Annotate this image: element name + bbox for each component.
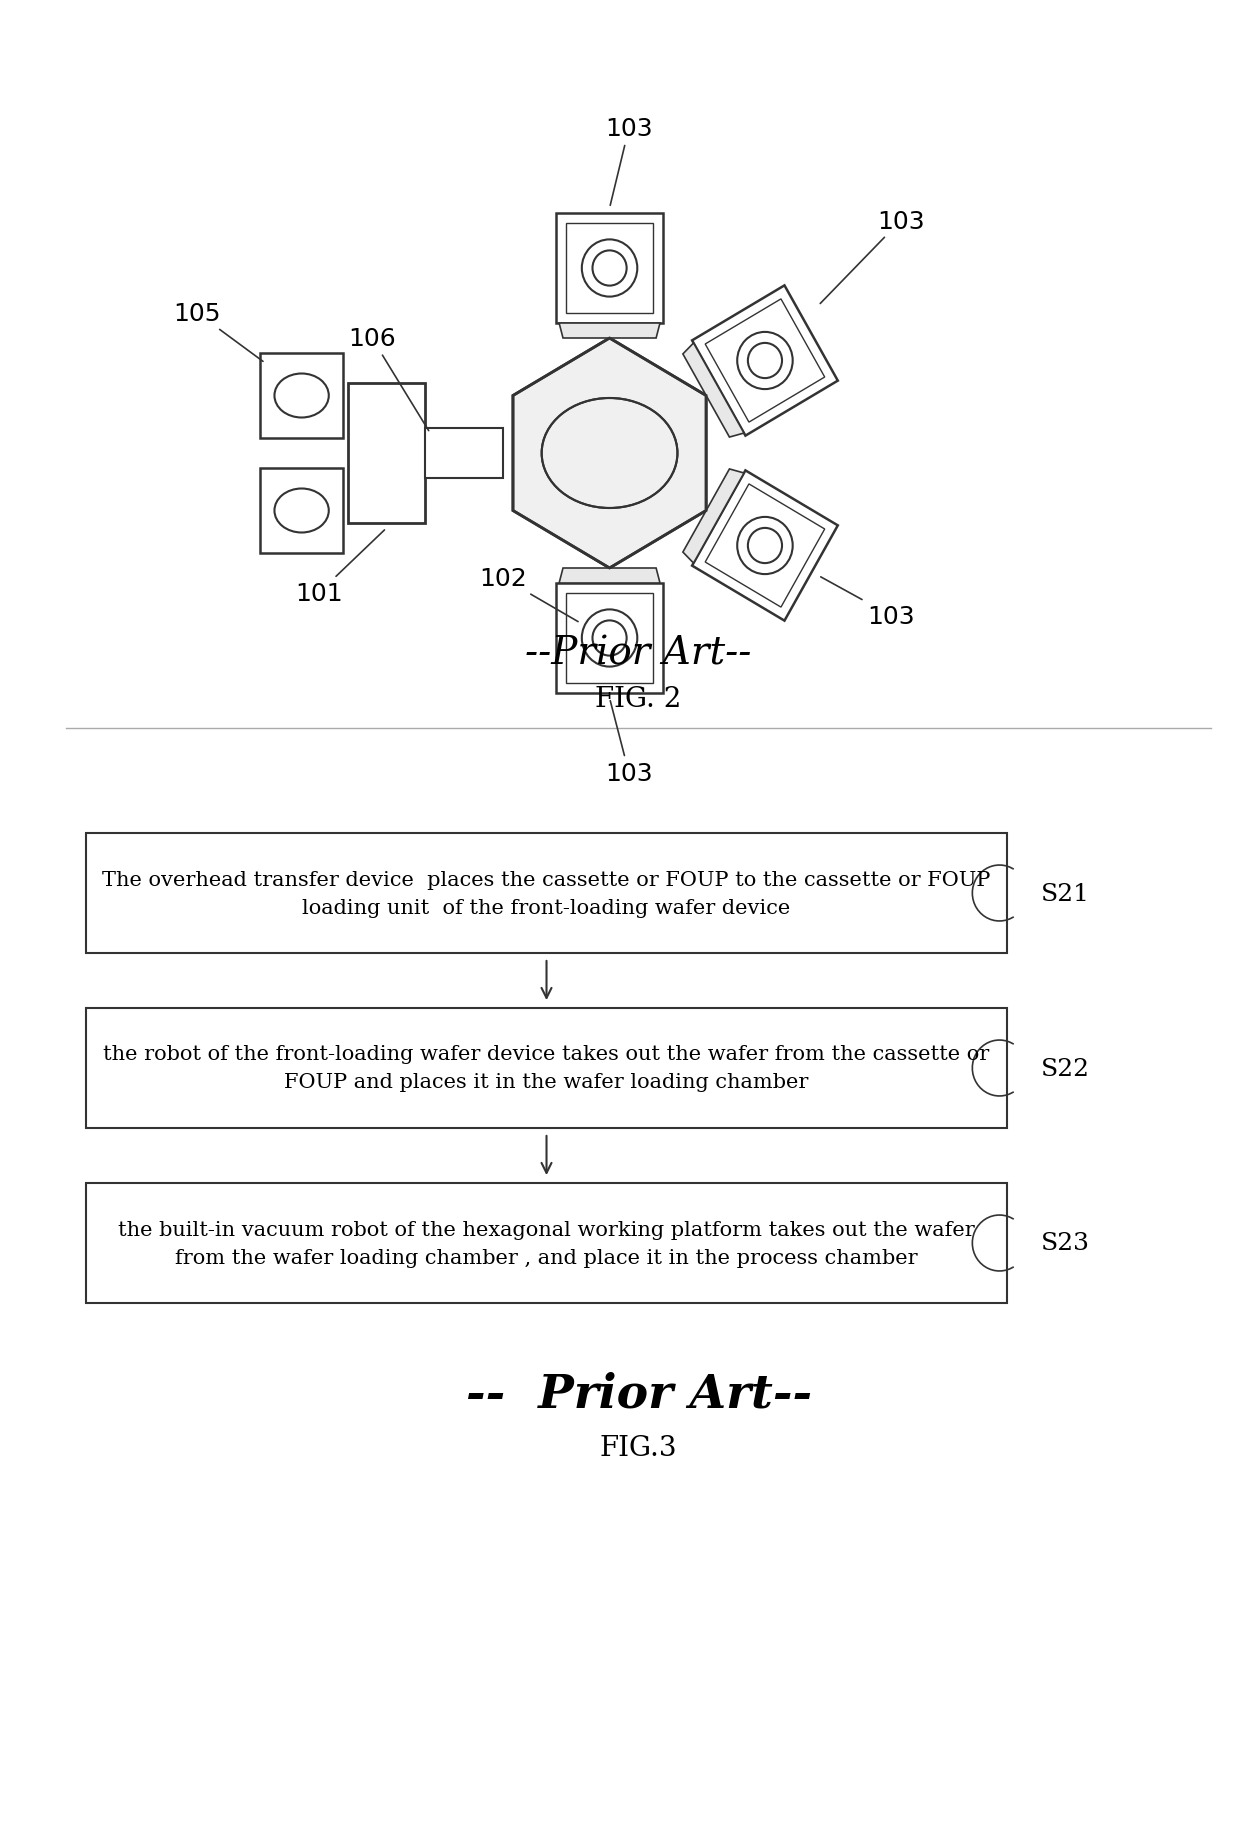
Text: 103: 103 <box>605 117 652 206</box>
Polygon shape <box>692 470 838 622</box>
Polygon shape <box>706 485 825 607</box>
Text: FIG.3: FIG.3 <box>600 1435 677 1462</box>
Text: 105: 105 <box>174 303 263 363</box>
Text: the robot of the front-loading wafer device takes out the wafer from the cassett: the robot of the front-loading wafer dev… <box>103 1045 990 1092</box>
Polygon shape <box>683 345 744 438</box>
Text: the built-in vacuum robot of the hexagonal working platform takes out the wafer
: the built-in vacuum robot of the hexagon… <box>118 1220 975 1267</box>
Polygon shape <box>565 224 653 314</box>
Polygon shape <box>559 569 660 583</box>
Text: 103: 103 <box>821 578 915 629</box>
FancyBboxPatch shape <box>86 1008 1007 1128</box>
Text: --Prior Art--: --Prior Art-- <box>526 634 751 673</box>
FancyBboxPatch shape <box>425 428 503 479</box>
Text: S22: S22 <box>1040 1057 1090 1079</box>
Polygon shape <box>683 470 744 563</box>
FancyBboxPatch shape <box>86 833 1007 953</box>
Polygon shape <box>706 299 825 423</box>
Text: 102: 102 <box>479 567 578 622</box>
Polygon shape <box>565 594 653 684</box>
FancyBboxPatch shape <box>260 469 342 554</box>
Text: FIG. 2: FIG. 2 <box>595 685 682 713</box>
FancyBboxPatch shape <box>260 354 342 439</box>
Text: S23: S23 <box>1040 1232 1090 1254</box>
Polygon shape <box>692 286 838 436</box>
FancyBboxPatch shape <box>86 1183 1007 1303</box>
Polygon shape <box>557 213 663 324</box>
Text: --  Prior Art--: -- Prior Art-- <box>465 1371 812 1416</box>
Polygon shape <box>559 324 660 339</box>
Text: 101: 101 <box>295 530 384 605</box>
Text: S21: S21 <box>1040 882 1090 904</box>
Text: 103: 103 <box>820 210 925 304</box>
Text: 106: 106 <box>348 326 429 432</box>
Polygon shape <box>513 339 706 569</box>
FancyBboxPatch shape <box>347 385 425 523</box>
Text: 103: 103 <box>605 702 652 786</box>
Text: The overhead transfer device  places the cassette or FOUP to the cassette or FOU: The overhead transfer device places the … <box>103 870 991 917</box>
Polygon shape <box>557 583 663 693</box>
